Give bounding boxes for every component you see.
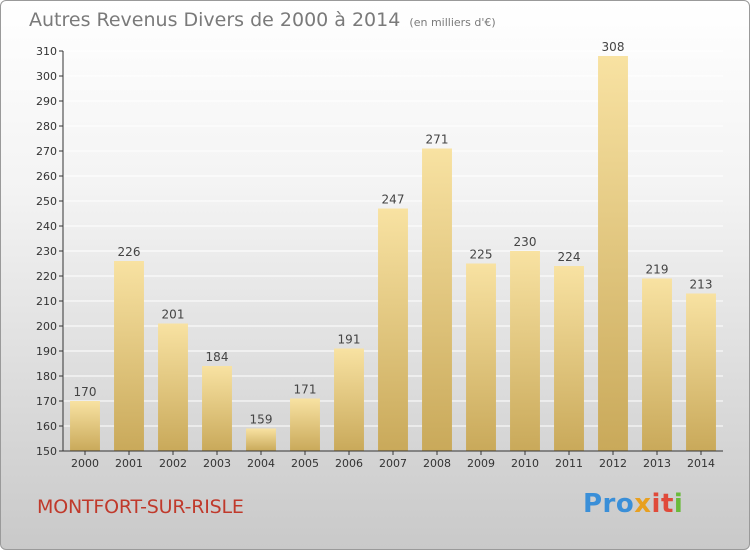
data-label: 213	[690, 278, 713, 292]
data-label: 159	[250, 413, 273, 427]
data-label: 225	[470, 248, 493, 262]
y-tick-label: 250	[36, 195, 57, 208]
bar-2002	[158, 323, 188, 451]
logo-part: i	[673, 489, 684, 519]
chart-title-unit: (en milliers d'€)	[409, 16, 496, 29]
y-tick-label: 210	[36, 295, 57, 308]
bar-2004	[246, 428, 276, 451]
logo-part: Pro	[583, 489, 635, 519]
proxiti-logo: Proxiti	[583, 489, 683, 519]
x-tick-label: 2002	[159, 457, 187, 470]
y-tick-label: 230	[36, 245, 57, 258]
y-tick-label: 310	[36, 45, 57, 58]
data-label: 184	[206, 350, 229, 364]
y-tick-label: 300	[36, 70, 57, 83]
data-label: 247	[382, 193, 405, 207]
data-label: 226	[118, 245, 141, 259]
y-tick-label: 270	[36, 145, 57, 158]
x-tick-label: 2011	[555, 457, 583, 470]
bar-2011	[554, 266, 584, 451]
bar-2012	[598, 56, 628, 451]
data-label: 219	[646, 263, 669, 277]
bar-2001	[114, 261, 144, 451]
x-tick-label: 2000	[71, 457, 99, 470]
y-tick-label: 180	[36, 370, 57, 383]
x-tick-label: 2008	[423, 457, 451, 470]
x-tick-label: 2006	[335, 457, 363, 470]
bars	[70, 56, 716, 451]
x-tick-label: 2004	[247, 457, 275, 470]
data-label: 230	[514, 235, 537, 249]
y-tick-label: 260	[36, 170, 57, 183]
x-tick-label: 2009	[467, 457, 495, 470]
bar-2007	[378, 208, 408, 451]
bar-2003	[202, 366, 232, 451]
x-tick-label: 2014	[687, 457, 715, 470]
bar-2013	[642, 278, 672, 451]
data-label: 271	[426, 133, 449, 147]
bar-2000	[70, 401, 100, 451]
logo-part: it	[651, 489, 674, 519]
y-tick-label: 240	[36, 220, 57, 233]
bar-2005	[290, 398, 320, 451]
bar-2009	[466, 263, 496, 451]
logo-part: x	[634, 489, 652, 519]
y-tick-label: 280	[36, 120, 57, 133]
x-tick-label: 2012	[599, 457, 627, 470]
axes	[59, 50, 723, 455]
place-name: MONTFORT-SUR-RISLE	[37, 496, 244, 518]
labels: 150 160 170 180 190 200 210 220 230 240 250 260 270 2…	[36, 40, 715, 470]
x-tick-label: 2007	[379, 457, 407, 470]
data-label: 201	[162, 308, 185, 322]
y-tick-label: 200	[36, 320, 57, 333]
y-tick-label: 190	[36, 345, 57, 358]
chart-title: Autres Revenus Divers de 2000 à 2014 (en…	[29, 9, 496, 31]
y-tick-label: 160	[36, 420, 57, 433]
x-tick-label: 2003	[203, 457, 231, 470]
bar-2008	[422, 148, 452, 451]
y-tick-label: 220	[36, 270, 57, 283]
x-tick-label: 2013	[643, 457, 671, 470]
y-tick-label: 290	[36, 95, 57, 108]
y-tick-label: 150	[36, 445, 57, 458]
x-tick-label: 2001	[115, 457, 143, 470]
data-label: 191	[338, 333, 361, 347]
chart-title-main: Autres Revenus Divers de 2000 à 2014	[29, 9, 401, 31]
data-label: 170	[74, 385, 97, 399]
x-tick-label: 2005	[291, 457, 319, 470]
data-label: 308	[602, 40, 625, 54]
data-label: 171	[294, 383, 317, 397]
bar-2010	[510, 251, 540, 451]
bar-2006	[334, 348, 364, 451]
y-tick-label: 170	[36, 395, 57, 408]
data-label: 224	[558, 250, 581, 264]
bar-2014	[686, 293, 716, 451]
x-tick-label: 2010	[511, 457, 539, 470]
